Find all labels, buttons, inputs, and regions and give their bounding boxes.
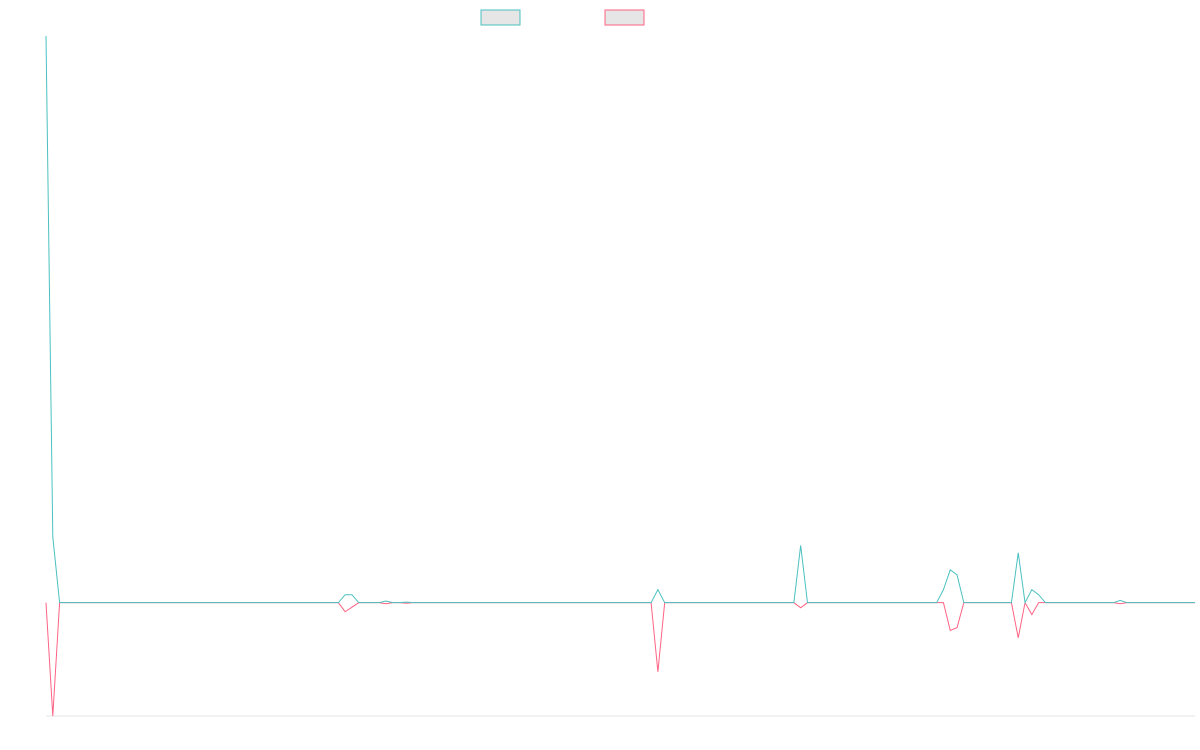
- legend-swatch[interactable]: [480, 9, 521, 26]
- series-line: [45, 35, 1195, 605]
- legend-swatch[interactable]: [604, 9, 645, 26]
- series-line: [45, 601, 1195, 717]
